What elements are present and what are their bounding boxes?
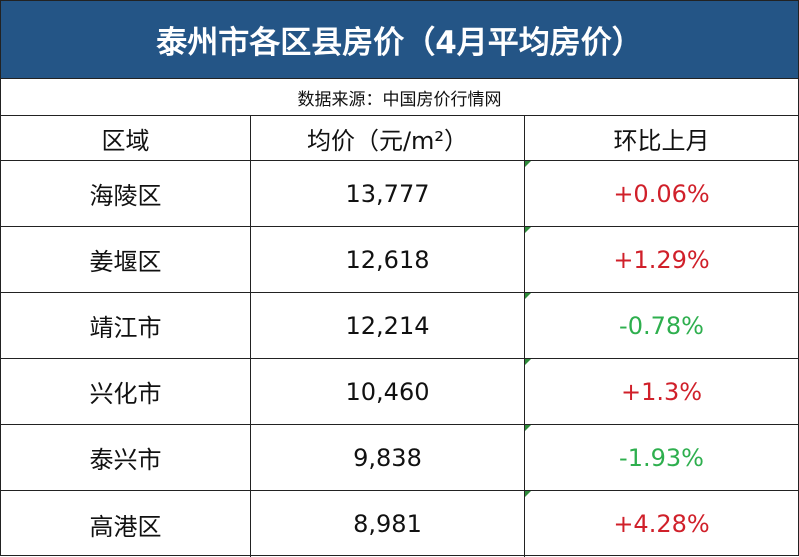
table-cell: 泰兴市 — [1, 425, 251, 490]
table-cell: 9,838 — [251, 425, 525, 490]
table-cell: 13,777 — [251, 161, 525, 226]
table-cell: +1.3% — [525, 359, 798, 424]
table-row: 靖江市 12,214 -0.78% — [1, 293, 798, 359]
source: 数据来源：中国房价行情网 — [1, 79, 798, 116]
table-cell: -0.78% — [525, 293, 798, 358]
table: 区域 均价（元/m²） 环比上月 海陵区 13,777 +0.06% 姜堰区 12,618 +1… — [1, 116, 798, 557]
table-cell: 姜堰区 — [1, 227, 251, 292]
table-cell: 海陵区 — [1, 161, 251, 226]
table-row: 泰兴市 9,838 -1.93% — [1, 425, 798, 491]
table-cell: +4.28% — [525, 491, 798, 557]
cell-marker — [525, 359, 531, 365]
table-cell: 兴化市 — [1, 359, 251, 424]
table-cell: +0.06% — [525, 161, 798, 226]
table-row: 高港区 8,981 +4.28% — [1, 491, 798, 557]
cell-marker — [525, 227, 531, 233]
header-row: 区域 均价（元/m²） 环比上月 — [1, 116, 798, 161]
table-cell: 8,981 — [251, 491, 525, 557]
table-cell: 10,460 — [251, 359, 525, 424]
table-row: 姜堰区 12,618 +1.29% — [1, 227, 798, 293]
cell-marker — [525, 161, 531, 167]
table-cell: -1.93% — [525, 425, 798, 490]
header-cell: 区域 — [1, 116, 251, 160]
table-row: 海陵区 13,777 +0.06% — [1, 161, 798, 227]
table-row: 兴化市 10,460 +1.3% — [1, 359, 798, 425]
cell-marker — [525, 425, 531, 431]
table-cell: 12,618 — [251, 227, 525, 292]
cell-marker — [525, 491, 531, 497]
table-cell: +1.29% — [525, 227, 798, 292]
table-cell: 靖江市 — [1, 293, 251, 358]
cell-marker — [525, 293, 531, 299]
header-cell: 均价（元/m²） — [251, 116, 525, 160]
header-cell: 环比上月 — [613, 126, 710, 155]
table-cell: 高港区 — [1, 491, 251, 557]
table-cell: 12,214 — [251, 293, 525, 358]
title: 泰州市各区县房价（4月平均房价） — [1, 1, 798, 79]
